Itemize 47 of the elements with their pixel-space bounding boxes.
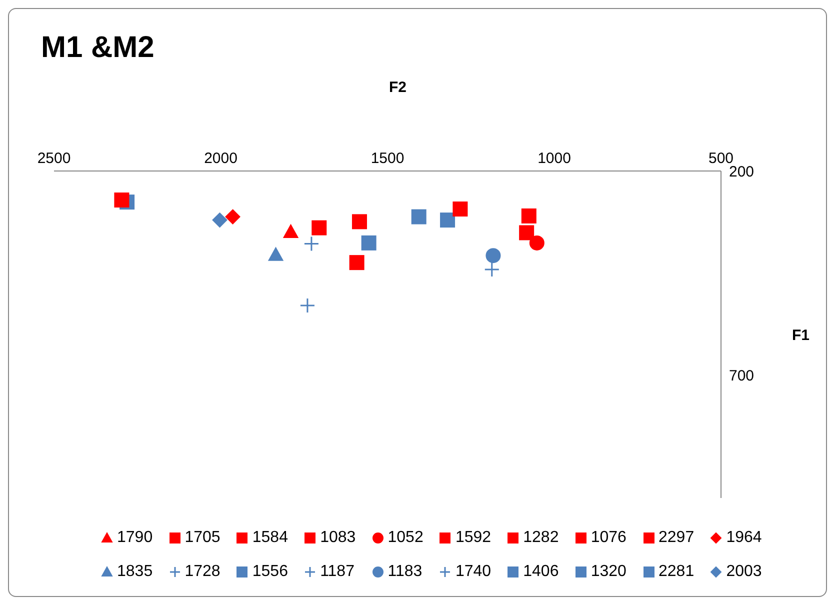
- legend-label: 1320: [590, 563, 626, 581]
- point: [212, 212, 228, 228]
- x-axis-title: F2: [389, 79, 407, 96]
- y-tick-label: 700: [729, 368, 754, 385]
- chart-title: M1 &M2: [41, 31, 154, 65]
- point: [349, 255, 364, 270]
- point: [484, 262, 500, 278]
- legend-label: 1406: [523, 563, 559, 581]
- legend-label: 1705: [184, 529, 220, 547]
- legend-label: 1584: [252, 529, 288, 547]
- point: [440, 212, 456, 228]
- legend-label: 1282: [523, 529, 559, 547]
- x-tick-label: 1500: [370, 150, 404, 167]
- x-tick-label: 2000: [204, 150, 238, 167]
- point: [411, 209, 426, 224]
- x-tick-label: 1000: [538, 150, 571, 167]
- legend-label: 1556: [252, 563, 288, 581]
- point: [486, 248, 501, 264]
- legend-label: 2281: [658, 563, 694, 581]
- legend-label: 1083: [320, 529, 356, 547]
- point: [300, 298, 316, 314]
- legend-label: 1740: [455, 563, 492, 581]
- legend-label: 1592: [455, 529, 492, 547]
- x-tick-label: 2500: [37, 150, 71, 167]
- legend-label: 1052: [388, 529, 424, 547]
- point: [529, 235, 544, 250]
- legend-label: 1964: [726, 529, 762, 547]
- legend-label: 2003: [726, 563, 762, 581]
- point: [519, 225, 534, 240]
- legend-label: 1076: [590, 529, 626, 547]
- legend-label: 2297: [658, 529, 694, 547]
- point: [268, 247, 284, 261]
- point: [352, 214, 367, 230]
- point: [312, 220, 327, 236]
- point: [225, 209, 240, 224]
- point: [361, 235, 376, 250]
- y-axis-title: F1: [792, 327, 810, 344]
- legend-label: 1835: [117, 563, 153, 581]
- legend-label: 1183: [388, 563, 422, 581]
- point: [114, 192, 130, 208]
- point: [283, 224, 298, 238]
- point: [452, 202, 468, 217]
- legend-label: 1728: [184, 563, 220, 581]
- point: [521, 208, 536, 224]
- point: [304, 236, 320, 252]
- legend-label: 1790: [117, 529, 153, 547]
- legend-label: 1187: [320, 563, 354, 581]
